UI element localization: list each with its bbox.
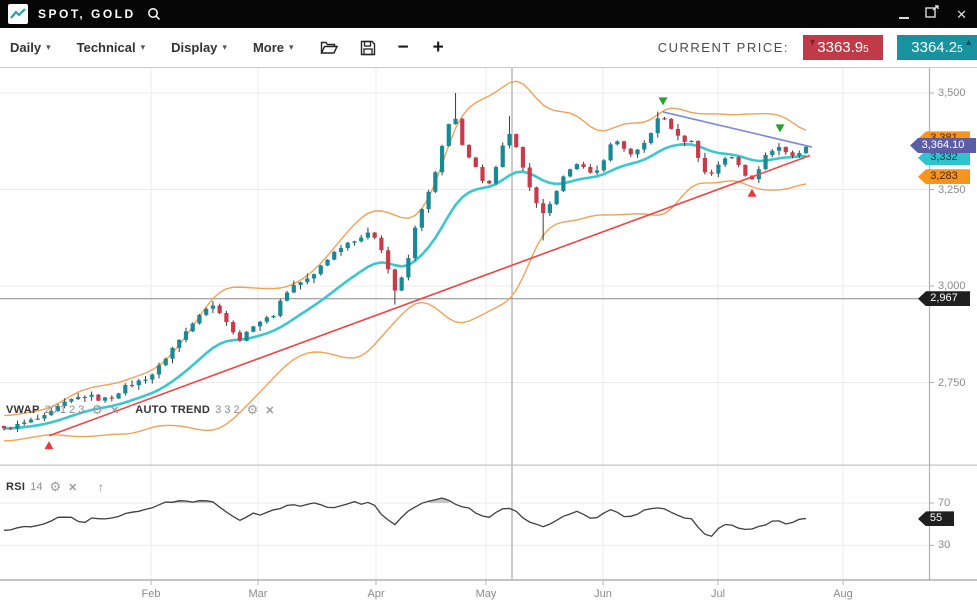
- popout-icon[interactable]: [925, 4, 940, 24]
- chevron-down-icon: ▾: [289, 42, 294, 52]
- rsi-value-tag[interactable]: 55: [918, 511, 954, 527]
- signal-marker: [775, 124, 785, 133]
- rsi-indicator-row: RSI 14 ⚙ ✕ ↑: [6, 479, 104, 495]
- x-axis-label: Jul: [710, 588, 726, 600]
- y-axis-label: 3,250: [938, 183, 966, 196]
- x-axis-label: Jun: [594, 588, 612, 600]
- current-price-group: CURRENT PRICE: ▼ 3363.95 3364.25 ▲: [658, 35, 977, 60]
- auto-trend-params: 3 3 2: [215, 404, 240, 416]
- search-icon[interactable]: [146, 6, 162, 22]
- symbol-title: SPOT, GOLD: [38, 7, 136, 21]
- main-indicator-row: VWAP 20 1 2 3 ⚙ ✕ AUTO TREND 3 3 2 ⚙ ✕: [6, 402, 275, 418]
- gear-icon[interactable]: ⚙: [49, 479, 62, 494]
- x-axis-label: Apr: [367, 588, 385, 600]
- menu-display[interactable]: Display ▾: [171, 40, 227, 55]
- move-pane-up-icon[interactable]: ↑: [97, 479, 105, 495]
- titlebar: SPOT, GOLD ✕: [0, 0, 977, 28]
- arrow-up-icon: ▲: [964, 37, 973, 47]
- remove-indicator-icon[interactable]: ✕: [110, 404, 120, 417]
- gear-icon[interactable]: ⚙: [246, 402, 259, 417]
- signal-marker: [747, 188, 757, 197]
- x-axis-label: Feb: [141, 588, 161, 600]
- chart-area[interactable]: VWAP 20 1 2 3 ⚙ ✕ AUTO TREND 3 3 2 ⚙ ✕ R…: [0, 68, 977, 606]
- y-axis-label: 3,500: [938, 87, 966, 99]
- x-axis-label: Mar: [248, 588, 268, 600]
- remove-indicator-icon[interactable]: ✕: [265, 404, 275, 417]
- menu-more[interactable]: More ▾: [252, 40, 294, 55]
- y-axis-label: 3,000: [938, 280, 966, 292]
- minimize-icon[interactable]: [899, 17, 910, 19]
- menu-technical[interactable]: Technical ▾: [76, 40, 146, 55]
- rsi-axis-label: 30: [938, 539, 951, 552]
- vwap-params: 20 1 2 3: [44, 404, 85, 416]
- chevron-down-icon: ▾: [46, 42, 51, 52]
- rsi-params: 14: [30, 481, 43, 493]
- price-tag[interactable]: 3,364.10: [910, 137, 976, 153]
- open-folder-icon[interactable]: [319, 40, 338, 55]
- zoom-out-button[interactable]: −: [397, 36, 409, 58]
- price-tag[interactable]: 3,332: [918, 150, 970, 166]
- save-icon[interactable]: [360, 40, 376, 56]
- current-price-label: CURRENT PRICE:: [657, 40, 789, 55]
- close-icon[interactable]: ✕: [956, 6, 967, 22]
- rsi-label: RSI: [6, 481, 26, 493]
- x-axis-label: May: [475, 588, 497, 600]
- y-axis-label: 2,750: [938, 376, 966, 389]
- app-logo-icon: [8, 4, 28, 24]
- ask-price-badge: 3364.25 ▲: [897, 35, 977, 60]
- menu-daily[interactable]: Daily ▾: [10, 40, 51, 55]
- chevron-down-icon: ▾: [140, 42, 146, 52]
- toolbar: Daily ▾ Technical ▾ Display ▾ More ▾ − +…: [0, 28, 977, 68]
- rsi-axis-label: 70: [938, 497, 951, 509]
- price-tag[interactable]: 3,283: [918, 169, 970, 185]
- zoom-in-button[interactable]: +: [432, 36, 444, 58]
- chart-canvas[interactable]: [0, 68, 977, 606]
- chevron-down-icon: ▾: [222, 42, 227, 52]
- arrow-down-icon: ▼: [808, 37, 817, 47]
- bid-price-badge: ▼ 3363.95: [803, 35, 883, 60]
- gear-icon[interactable]: ⚙: [91, 402, 104, 417]
- remove-indicator-icon[interactable]: ✕: [68, 481, 78, 494]
- x-axis-label: Aug: [833, 588, 853, 600]
- signal-marker: [44, 441, 54, 450]
- signal-marker: [658, 97, 668, 106]
- price-tag[interactable]: 2,967: [918, 291, 970, 307]
- auto-trend-label: AUTO TREND: [135, 404, 211, 416]
- vwap-label: VWAP: [6, 404, 40, 416]
